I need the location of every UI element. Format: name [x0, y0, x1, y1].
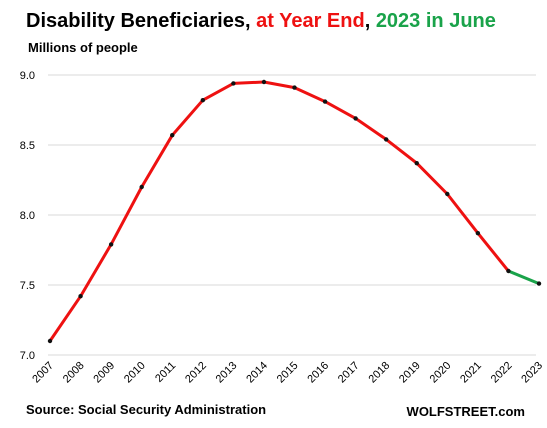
- data-point-2019: [414, 161, 419, 166]
- source-note: Source: Social Security Administration: [26, 402, 267, 417]
- x-tick-label-5: 2012: [183, 360, 209, 386]
- data-point-2011: [170, 133, 175, 138]
- x-tick-label-9: 2016: [305, 360, 331, 386]
- title-part-june: 2023 in June: [375, 10, 496, 32]
- data-point-2008: [78, 294, 83, 299]
- chart-title: Disability Beneficiaries, at Year End, 2…: [26, 10, 496, 33]
- x-tick-label-6: 2013: [214, 360, 240, 386]
- data-point-2014: [261, 79, 267, 85]
- y-tick-label-1: 7.5: [20, 280, 35, 292]
- title-part-1: Disability Beneficiaries,: [26, 10, 257, 32]
- y-tick-label-2: 8.0: [20, 210, 35, 222]
- data-point-2020: [445, 191, 450, 197]
- data-point-2012: [200, 98, 206, 103]
- y-tick-label-0: 7.0: [20, 350, 35, 362]
- x-tick-label-0: 2007: [30, 360, 56, 386]
- x-tick-label-14: 2021: [458, 360, 484, 386]
- y-tick-label-3: 8.5: [20, 140, 35, 152]
- x-tick-label-8: 2015: [275, 360, 301, 386]
- x-tick-label-15: 2022: [489, 360, 515, 386]
- data-point-2023: [536, 281, 542, 286]
- data-point-2010: [139, 184, 144, 190]
- title-part-comma: ,: [364, 10, 376, 32]
- brand-label: WOLFSTREET.com: [406, 404, 525, 419]
- x-tick-label-10: 2017: [336, 360, 362, 386]
- x-tick-label-11: 2018: [367, 360, 393, 386]
- data-point-2018: [383, 137, 389, 142]
- x-tick-label-2: 2009: [91, 360, 117, 386]
- title-part-year-end: at Year End: [256, 10, 365, 32]
- x-tick-label-1: 2008: [61, 360, 87, 386]
- chart-subtitle: Millions of people: [28, 40, 138, 55]
- series-line-year-end: [48, 80, 510, 343]
- y-tick-label-4: 9.0: [20, 70, 35, 82]
- x-tick-label-16: 2023: [519, 360, 545, 386]
- x-tick-label-12: 2019: [397, 360, 423, 386]
- x-tick-label-13: 2020: [428, 360, 454, 386]
- x-tick-label-7: 2014: [244, 360, 270, 386]
- data-point-2016: [322, 99, 328, 104]
- series-line-june-2023: [506, 269, 541, 286]
- data-point-2015: [292, 85, 297, 90]
- x-tick-label-4: 2011: [153, 360, 178, 385]
- data-point-2007: [47, 338, 53, 344]
- data-point-2009: [108, 242, 114, 247]
- data-point-2017: [353, 116, 358, 121]
- data-point-2022: [506, 268, 511, 274]
- data-point-2013: [231, 81, 236, 86]
- data-point-2021: [475, 231, 481, 236]
- x-tick-label-3: 2010: [122, 360, 148, 386]
